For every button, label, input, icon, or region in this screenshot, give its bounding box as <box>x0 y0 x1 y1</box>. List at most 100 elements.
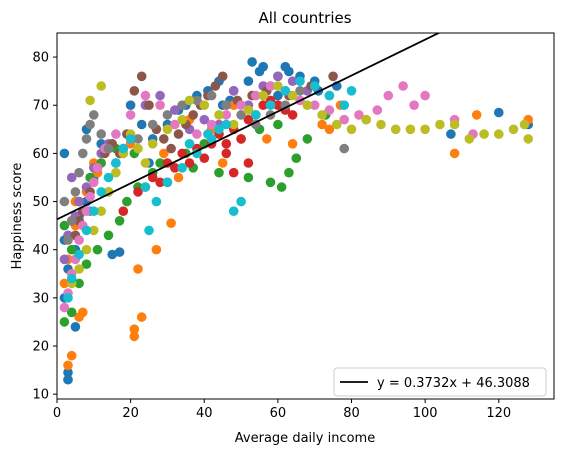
data-point <box>133 134 143 144</box>
y-axis-ticks: 10 20 30 40 50 60 70 80 <box>32 51 57 403</box>
data-point <box>228 119 239 130</box>
data-point <box>188 110 198 120</box>
data-point <box>295 76 305 86</box>
data-point <box>92 244 103 255</box>
data-point <box>243 172 254 183</box>
data-point <box>280 61 291 72</box>
data-point <box>162 110 173 120</box>
data-point <box>70 187 81 197</box>
data-point <box>129 324 140 335</box>
data-point <box>405 124 416 135</box>
data-point <box>78 307 88 318</box>
data-point <box>519 119 530 130</box>
data-point <box>206 119 217 130</box>
data-point <box>155 177 165 188</box>
data-point <box>243 114 254 125</box>
data-point <box>59 254 70 265</box>
data-point <box>144 225 154 236</box>
data-point <box>92 163 103 173</box>
data-point <box>287 139 298 149</box>
data-point <box>243 76 254 86</box>
y-tick-label: 20 <box>32 340 49 355</box>
data-point <box>302 134 313 144</box>
data-point <box>228 206 239 216</box>
data-point <box>74 235 84 245</box>
data-point <box>494 129 504 139</box>
data-point <box>63 235 73 245</box>
data-point <box>129 331 140 342</box>
data-point <box>166 143 176 154</box>
data-point <box>192 129 202 139</box>
data-point <box>103 187 114 197</box>
data-point <box>217 158 228 168</box>
data-point <box>420 90 430 101</box>
data-point <box>125 110 136 120</box>
data-point <box>173 129 184 139</box>
data-point <box>273 119 283 130</box>
data-point <box>236 110 246 120</box>
data-point <box>449 148 460 159</box>
data-point <box>111 167 121 178</box>
data-point <box>449 119 460 130</box>
data-point <box>155 100 165 110</box>
data-point <box>162 124 173 135</box>
data-point <box>302 100 313 110</box>
legend-box <box>333 367 547 397</box>
data-point <box>96 81 106 91</box>
data-point <box>523 134 533 144</box>
data-point <box>74 196 84 207</box>
data-point <box>346 86 357 96</box>
data-point <box>184 158 195 168</box>
data-point <box>151 196 162 207</box>
data-point <box>339 100 350 110</box>
data-point <box>140 90 151 101</box>
data-point <box>85 119 95 130</box>
data-point <box>324 124 335 135</box>
data-point <box>59 278 70 289</box>
data-point <box>262 134 272 144</box>
y-tick-label: 70 <box>32 99 49 114</box>
x-tick-label: 100 <box>413 406 438 421</box>
data-point <box>258 100 269 110</box>
data-point <box>66 350 77 361</box>
data-point <box>192 95 202 106</box>
data-point <box>166 218 176 228</box>
data-point <box>74 167 84 178</box>
data-point <box>479 129 489 139</box>
data-point <box>354 110 364 120</box>
data-point <box>147 119 158 130</box>
data-point <box>81 225 92 236</box>
data-point <box>276 182 287 192</box>
chart-title: All countries <box>258 9 351 27</box>
data-point <box>324 90 335 101</box>
data-point <box>125 134 136 144</box>
data-point <box>147 139 158 149</box>
data-point <box>85 95 95 106</box>
data-point <box>339 143 350 154</box>
data-point <box>144 100 154 110</box>
x-tick-label: 120 <box>486 406 511 421</box>
data-point <box>59 196 70 207</box>
data-point <box>81 206 92 216</box>
data-point <box>89 110 99 120</box>
data-point <box>199 153 210 163</box>
y-tick-label: 10 <box>32 388 49 403</box>
x-tick-label: 0 <box>53 406 61 421</box>
data-point <box>103 172 114 183</box>
data-point <box>85 191 95 202</box>
data-point <box>273 90 283 101</box>
data-point <box>177 148 187 159</box>
data-point <box>265 177 276 188</box>
data-point <box>66 216 77 226</box>
data-point <box>287 110 298 120</box>
data-point <box>236 196 246 207</box>
data-point <box>210 81 221 91</box>
data-point <box>184 95 195 106</box>
data-point <box>140 158 151 168</box>
data-point <box>177 114 187 125</box>
data-point <box>361 114 372 125</box>
data-point <box>221 100 232 110</box>
data-point <box>96 187 106 197</box>
data-point <box>446 129 456 139</box>
